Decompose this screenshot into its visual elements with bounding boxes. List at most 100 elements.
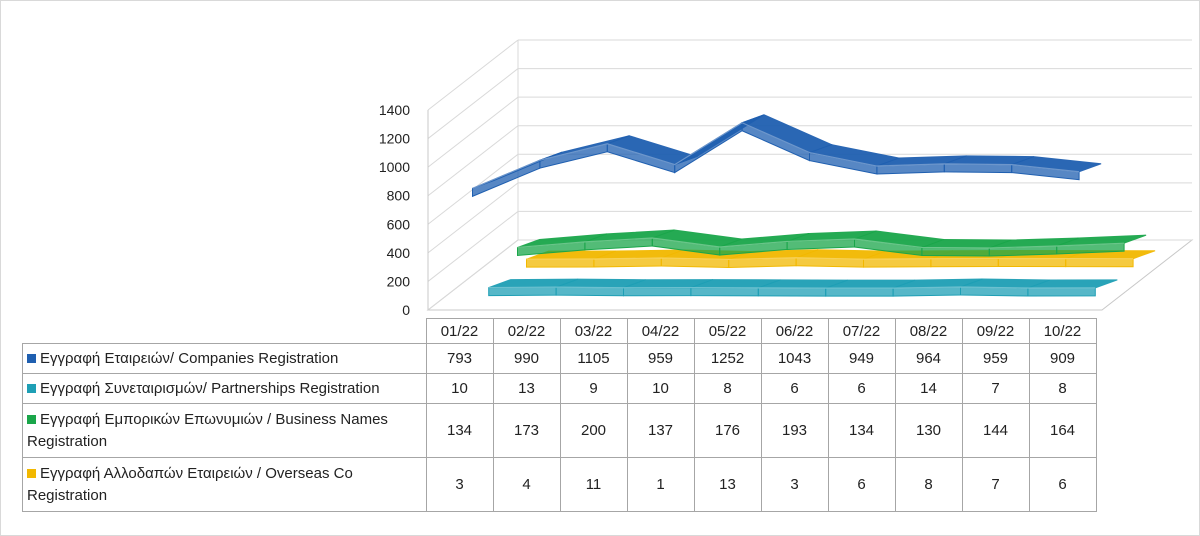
legend-entry: Εγγραφή Εταιρειών/ Companies Registratio… bbox=[22, 343, 427, 374]
category-label: 09/22 bbox=[961, 318, 1030, 344]
legend-key-icon bbox=[27, 469, 36, 479]
side-wall-gridline bbox=[427, 68, 519, 139]
data-label: 959 bbox=[626, 343, 695, 374]
data-label: 176 bbox=[693, 403, 762, 458]
data-label: 6 bbox=[827, 457, 896, 512]
data-label: 1 bbox=[626, 457, 695, 512]
series-ribbon-front bbox=[943, 163, 1013, 174]
data-label: 7 bbox=[961, 457, 1030, 512]
data-label: 13 bbox=[693, 457, 762, 512]
data-label: 6 bbox=[760, 373, 829, 404]
series-ribbon-front bbox=[997, 257, 1067, 268]
y-axis-tick-label: 0 bbox=[402, 302, 410, 318]
category-label: 10/22 bbox=[1028, 318, 1097, 344]
series-line bbox=[472, 122, 1080, 189]
side-wall-gridline bbox=[427, 182, 519, 254]
category-label: 07/22 bbox=[827, 318, 896, 344]
data-label: 909 bbox=[1028, 343, 1097, 374]
data-label: 193 bbox=[760, 403, 829, 458]
legend-entry: Εγγραφή Εμπορικών Επωνυμιών / Business N… bbox=[22, 403, 427, 458]
y-axis-tick-label: 1400 bbox=[379, 102, 410, 118]
category-label: 04/22 bbox=[626, 318, 695, 344]
category-label: 03/22 bbox=[559, 318, 628, 344]
series-ribbon-front bbox=[488, 286, 557, 297]
data-label: 959 bbox=[961, 343, 1030, 374]
series-ribbon-front bbox=[690, 287, 759, 297]
y-axis-tick-label: 400 bbox=[387, 245, 411, 261]
data-label: 137 bbox=[626, 403, 695, 458]
side-wall-gridline bbox=[427, 239, 519, 311]
category-label: 02/22 bbox=[492, 318, 561, 344]
data-label: 949 bbox=[827, 343, 896, 374]
series-ribbon-front bbox=[472, 159, 541, 198]
data-label: 8 bbox=[894, 457, 963, 512]
data-label: 8 bbox=[1028, 373, 1097, 404]
data-label: 173 bbox=[492, 403, 561, 458]
series-line bbox=[517, 237, 1125, 249]
data-label: 1105 bbox=[559, 343, 628, 374]
legend-entry: Εγγραφή Συνεταιρισμών/ Partnerships Regi… bbox=[22, 373, 427, 404]
series-ribbon-front bbox=[930, 257, 999, 268]
table-row-business-names: Εγγραφή Εμπορικών Επωνυμιών / Business N… bbox=[22, 403, 1097, 458]
data-label: 8 bbox=[693, 373, 762, 404]
series-ribbon-front bbox=[623, 287, 692, 297]
table-row-partnerships: Εγγραφή Συνεταιρισμών/ Partnerships Regi… bbox=[22, 373, 1097, 404]
data-label: 11 bbox=[559, 457, 628, 512]
data-label: 13 bbox=[492, 373, 561, 404]
series-ribbon-front bbox=[1065, 258, 1134, 268]
series-ribbon-front bbox=[1027, 287, 1096, 297]
series-ribbon-front bbox=[1056, 242, 1125, 255]
data-label: 134 bbox=[827, 403, 896, 458]
data-label: 9 bbox=[559, 373, 628, 404]
data-label: 134 bbox=[425, 403, 494, 458]
series-name: Εγγραφή Εμπορικών Επωνυμιών / Business N… bbox=[27, 410, 388, 450]
data-label: 3 bbox=[760, 457, 829, 512]
data-label: 1252 bbox=[693, 343, 762, 374]
side-wall-gridline bbox=[427, 39, 519, 111]
series-ribbon-front bbox=[863, 258, 932, 268]
side-wall-gridline bbox=[427, 125, 519, 197]
series-name: Εγγραφή Εταιρειών/ Companies Registratio… bbox=[40, 349, 339, 367]
y-axis-tick-label: 600 bbox=[387, 216, 411, 232]
data-label: 793 bbox=[425, 343, 494, 374]
series-ribbon-front bbox=[539, 143, 608, 169]
data-label: 200 bbox=[559, 403, 628, 458]
data-label: 10 bbox=[425, 373, 494, 404]
table-row-companies: Εγγραφή Εταιρειών/ Companies Registratio… bbox=[22, 343, 1097, 374]
data-label: 6 bbox=[1028, 457, 1097, 512]
series-ribbon-front bbox=[757, 287, 827, 297]
data-label: 14 bbox=[894, 373, 963, 404]
series-line bbox=[526, 257, 1134, 261]
series-ribbon-front bbox=[555, 286, 624, 297]
data-label: 4 bbox=[492, 457, 561, 512]
data-label: 144 bbox=[961, 403, 1030, 458]
series-ribbon-front bbox=[1011, 164, 1080, 181]
y-axis-tick-label: 800 bbox=[387, 188, 411, 204]
series-ribbon-front bbox=[825, 287, 894, 297]
legend-key-icon bbox=[27, 384, 36, 394]
legend-key-icon bbox=[27, 415, 36, 425]
category-label: 05/22 bbox=[693, 318, 762, 344]
data-label: 164 bbox=[1028, 403, 1097, 458]
series-name: Εγγραφή Συνεταιρισμών/ Partnerships Regi… bbox=[40, 379, 380, 397]
legend-key-icon bbox=[27, 354, 36, 364]
legend-entry: Εγγραφή Αλλοδαπών Εταιρειών / Overseas C… bbox=[22, 457, 427, 512]
side-wall-gridline bbox=[427, 96, 519, 168]
table-row-overseas: Εγγραφή Αλλοδαπών Εταιρειών / Overseas C… bbox=[22, 457, 1097, 512]
category-label: 01/22 bbox=[425, 318, 494, 344]
data-label: 990 bbox=[492, 343, 561, 374]
series-ribbon-front bbox=[526, 258, 595, 268]
series-ribbon-front bbox=[921, 246, 990, 257]
series-ribbon-front bbox=[674, 121, 743, 174]
category-label: 08/22 bbox=[894, 318, 963, 344]
series-line bbox=[488, 286, 1096, 289]
side-wall-gridline bbox=[427, 211, 519, 282]
data-label: 1043 bbox=[760, 343, 829, 374]
data-label: 3 bbox=[425, 457, 494, 512]
data-label: 10 bbox=[626, 373, 695, 404]
y-axis-tick-label: 1200 bbox=[379, 131, 410, 147]
data-label: 7 bbox=[961, 373, 1030, 404]
data-label: 6 bbox=[827, 373, 896, 404]
series-name: Εγγραφή Αλλοδαπών Εταιρειών / Overseas C… bbox=[27, 464, 353, 504]
